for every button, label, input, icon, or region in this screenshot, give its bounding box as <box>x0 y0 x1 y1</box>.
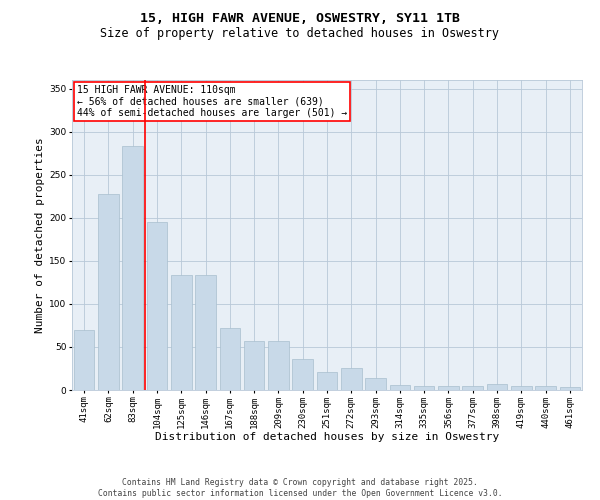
Bar <box>98 194 119 390</box>
Bar <box>171 276 191 390</box>
Bar <box>317 372 337 390</box>
Bar <box>268 341 289 390</box>
Bar <box>244 341 265 390</box>
Text: 15, HIGH FAWR AVENUE, OSWESTRY, SY11 1TB: 15, HIGH FAWR AVENUE, OSWESTRY, SY11 1TB <box>140 12 460 26</box>
Bar <box>560 388 580 390</box>
Bar <box>535 386 556 390</box>
Bar <box>292 359 313 390</box>
Bar <box>146 222 167 390</box>
Bar <box>389 385 410 390</box>
Bar <box>122 146 143 390</box>
Bar <box>414 386 434 390</box>
Bar <box>365 378 386 390</box>
X-axis label: Distribution of detached houses by size in Oswestry: Distribution of detached houses by size … <box>155 432 499 442</box>
Bar <box>74 330 94 390</box>
Text: Contains HM Land Registry data © Crown copyright and database right 2025.
Contai: Contains HM Land Registry data © Crown c… <box>98 478 502 498</box>
Bar <box>195 276 216 390</box>
Text: 15 HIGH FAWR AVENUE: 110sqm
← 56% of detached houses are smaller (639)
44% of se: 15 HIGH FAWR AVENUE: 110sqm ← 56% of det… <box>77 84 347 118</box>
Bar <box>463 386 483 390</box>
Text: Size of property relative to detached houses in Oswestry: Size of property relative to detached ho… <box>101 28 499 40</box>
Bar <box>511 386 532 390</box>
Bar <box>438 386 459 390</box>
Y-axis label: Number of detached properties: Number of detached properties <box>35 137 45 333</box>
Bar <box>341 368 362 390</box>
Bar <box>487 384 508 390</box>
Bar <box>220 328 240 390</box>
